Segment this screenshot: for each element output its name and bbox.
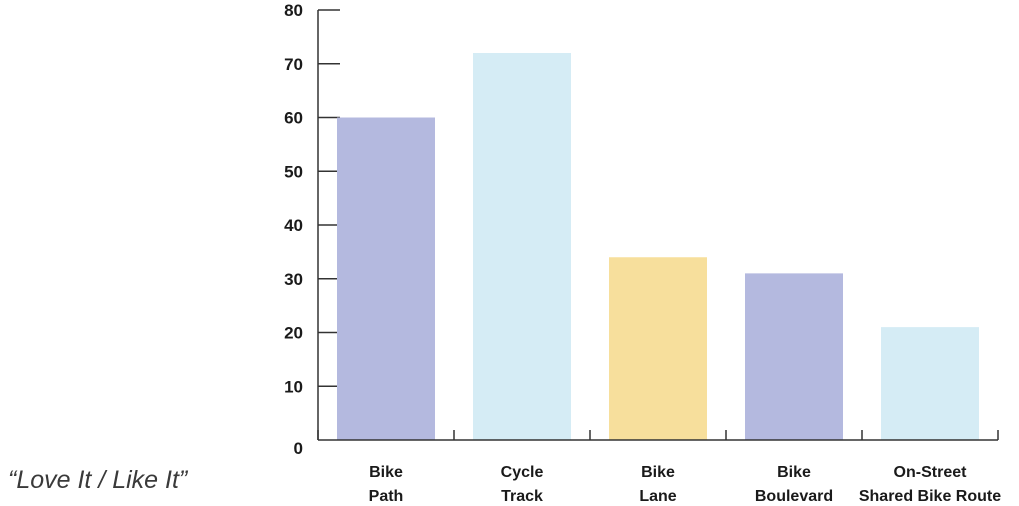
y-tick-label: 20 xyxy=(284,324,303,343)
x-category-label: Bike Path xyxy=(369,464,404,505)
y-tick-label: 0 xyxy=(294,439,303,458)
x-category-label: Bike Lane xyxy=(639,464,676,505)
y-axis: 0 10 20 30 40 50 60 70 80 xyxy=(284,1,340,458)
y-tick-label: 10 xyxy=(284,377,303,396)
x-category-label: On-Street Shared Bike Route xyxy=(859,464,1001,505)
y-tick-label: 80 xyxy=(284,1,303,20)
x-category-label: Bike Boulevard xyxy=(755,464,833,505)
bar xyxy=(337,117,435,440)
bar xyxy=(609,257,707,440)
y-tick-label: 60 xyxy=(284,109,303,128)
bars xyxy=(337,53,979,440)
bar xyxy=(473,53,571,440)
y-tick-label: 30 xyxy=(284,270,303,289)
bar xyxy=(881,327,979,440)
bar xyxy=(745,273,843,440)
y-tick-label: 40 xyxy=(284,216,303,235)
y-tick-label: 50 xyxy=(284,162,303,181)
y-tick-label: 70 xyxy=(284,55,303,74)
chart-caption: “Love It / Like It” xyxy=(8,466,188,494)
x-category-label: Cycle Track xyxy=(501,464,544,505)
x-axis: Bike Path Cycle Track Bike Lane Bike Boulevard O… xyxy=(317,430,1001,505)
